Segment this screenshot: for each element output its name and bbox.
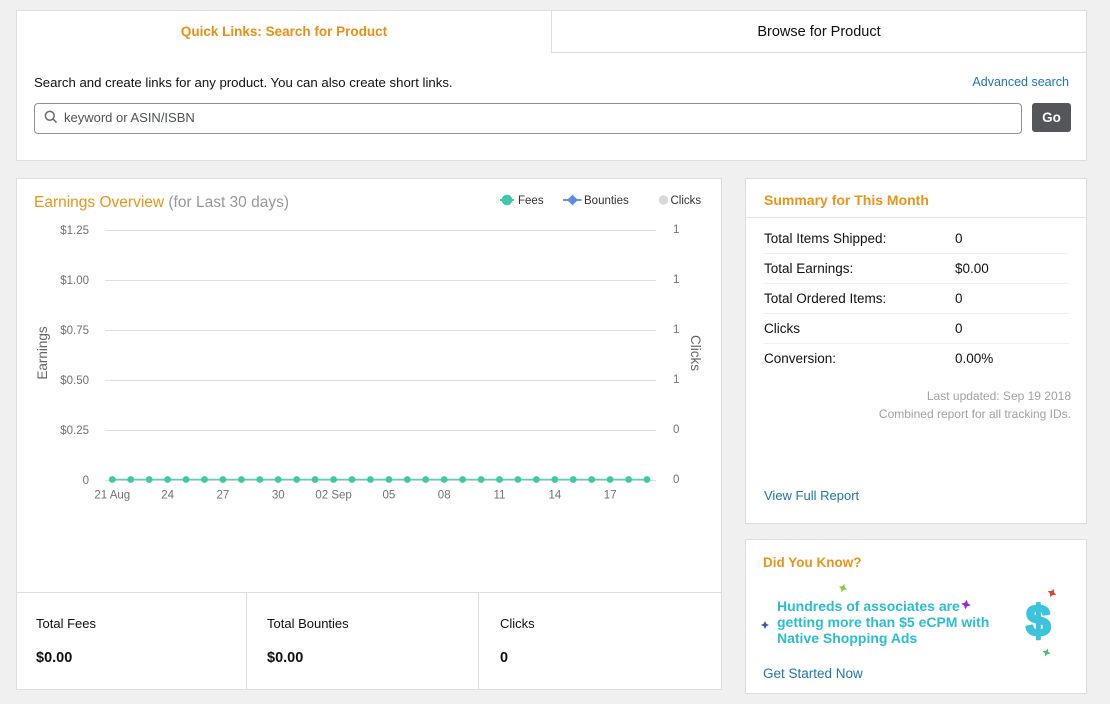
svg-text:24: 24 <box>161 490 174 502</box>
svg-text:1: 1 <box>673 374 679 386</box>
svg-text:Earnings Overview (for Last 30: Earnings Overview (for Last 30 days) <box>34 194 289 211</box>
svg-text:30: 30 <box>272 490 285 502</box>
svg-text:Clicks: Clicks <box>671 195 702 207</box>
svg-text:$0.25: $0.25 <box>60 425 89 437</box>
svg-text:0: 0 <box>83 475 89 487</box>
svg-text:1: 1 <box>673 324 679 336</box>
svg-text:$0.50: $0.50 <box>60 375 89 387</box>
svg-text:$: $ <box>1026 597 1050 646</box>
svg-text:$1.00: $1.00 <box>60 275 89 287</box>
svg-text:Bounties: Bounties <box>584 195 629 207</box>
svg-text:Earnings: Earnings <box>35 326 50 380</box>
svg-text:21 Aug: 21 Aug <box>94 490 130 502</box>
svg-text:Clicks: Clicks <box>688 335 703 371</box>
svg-text:17: 17 <box>604 490 617 502</box>
svg-text:14: 14 <box>549 490 562 502</box>
svg-text:Fees: Fees <box>518 195 544 207</box>
svg-text:11: 11 <box>494 490 506 502</box>
svg-text:0: 0 <box>673 424 679 436</box>
svg-text:1: 1 <box>673 224 679 236</box>
svg-text:02 Sep: 02 Sep <box>315 490 351 502</box>
svg-text:05: 05 <box>383 490 396 502</box>
svg-text:08: 08 <box>438 490 451 502</box>
svg-text:27: 27 <box>217 490 230 502</box>
svg-text:1: 1 <box>673 274 679 286</box>
svg-text:$0.75: $0.75 <box>60 325 89 337</box>
svg-text:$1.25: $1.25 <box>60 225 89 237</box>
svg-text:0: 0 <box>673 474 679 486</box>
